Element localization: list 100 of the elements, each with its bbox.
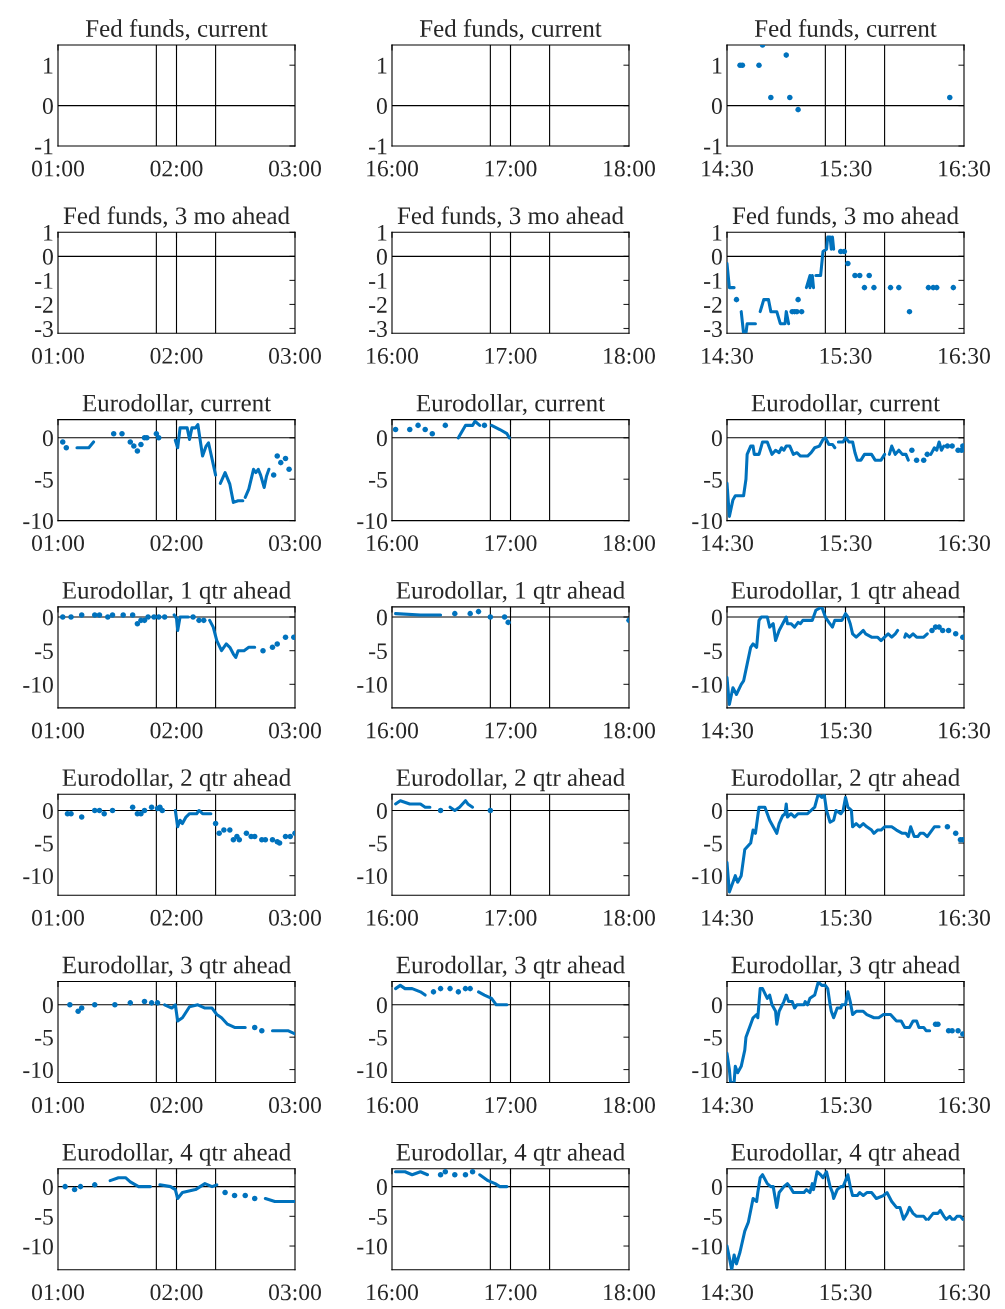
y-tick-label: 0 (376, 802, 387, 819)
y-tick-label: -5 (704, 1029, 722, 1046)
y-tick-label: -5 (35, 1209, 53, 1225)
x-tick-label: 01:00 (32, 1097, 84, 1114)
y-tick-label: -10 (23, 676, 53, 693)
y-tick-label: 1 (44, 224, 53, 241)
y-tick-label: -10 (23, 868, 53, 885)
x-tick-label: 16:00 (367, 909, 418, 926)
y-tick-label: -1 (35, 138, 53, 155)
y-tick-label: -5 (704, 643, 722, 660)
x-tick-label: 17:00 (485, 722, 537, 739)
chart-title: Eurodollar, 1 qtr ahead (396, 581, 625, 604)
x-tick-label: 18:00 (604, 1097, 655, 1114)
x-tick-label: 16:30 (939, 535, 990, 552)
chart-title: Fed funds, current (85, 19, 268, 41)
x-tick-label: 01:00 (32, 535, 84, 552)
y-tick-label: -5 (369, 1029, 387, 1046)
x-tick-label: 16:00 (367, 347, 418, 364)
y-tick-label: -3 (35, 321, 53, 337)
y-tick-label: -10 (692, 676, 722, 693)
y-tick-label: 0 (711, 248, 722, 265)
x-tick-label: 01:00 (32, 722, 84, 739)
x-tick-label: 03:00 (269, 347, 321, 364)
x-tick-label: 15:30 (820, 347, 872, 364)
y-tick-label: -5 (369, 835, 387, 852)
y-tick-label: -5 (369, 471, 387, 488)
y-tick-label: -10 (23, 1062, 53, 1078)
x-tick-label: 02:00 (150, 909, 203, 926)
y-tick-label: 1 (713, 57, 722, 74)
x-tick-label: 14:30 (702, 535, 753, 552)
x-tick-label: 01:00 (32, 160, 84, 177)
x-tick-label: 16:30 (939, 1097, 990, 1114)
x-tick-label: 17:00 (485, 1284, 537, 1301)
x-tick-label: 16:00 (367, 535, 418, 552)
y-tick-label: -5 (369, 1209, 387, 1225)
y-tick-label: -1 (704, 138, 722, 155)
chart-title: Eurodollar, 1 qtr ahead (731, 581, 960, 604)
chart-title: Eurodollar, 2 qtr ahead (396, 768, 625, 792)
x-tick-label: 02:00 (150, 160, 203, 177)
chart-title: Eurodollar, current (751, 393, 940, 416)
y-tick-label: 0 (42, 609, 53, 626)
y-tick-label: 1 (378, 57, 387, 74)
y-tick-label: 0 (42, 98, 53, 115)
y-tick-label: -5 (704, 471, 722, 488)
x-tick-label: 17:00 (485, 160, 537, 177)
x-tick-label: 14:30 (702, 1097, 753, 1114)
y-tick-label: -1 (369, 138, 387, 155)
y-tick-label: 0 (376, 98, 387, 115)
y-tick-label: -10 (692, 868, 722, 885)
x-tick-label: 15:30 (820, 535, 872, 552)
chart-title: Fed funds, current (419, 19, 602, 41)
chart-title: Eurodollar, 2 qtr ahead (62, 768, 291, 792)
y-tick-label: 0 (711, 609, 722, 626)
y-tick-label: -10 (357, 1238, 387, 1255)
y-tick-label: -3 (704, 321, 722, 337)
y-tick-label: -5 (35, 471, 53, 488)
y-tick-label: -5 (704, 1209, 722, 1225)
x-tick-label: 18:00 (604, 909, 655, 926)
y-tick-label: -3 (369, 321, 387, 337)
y-tick-label: 0 (42, 802, 53, 819)
x-tick-label: 15:30 (820, 909, 872, 926)
x-tick-label: 18:00 (604, 1284, 655, 1301)
y-tick-label: -5 (704, 835, 722, 852)
x-tick-label: 17:00 (485, 909, 537, 926)
y-tick-label: 0 (42, 248, 53, 265)
y-tick-label: 0 (376, 1179, 387, 1196)
x-tick-label: 16:00 (367, 1284, 418, 1301)
x-tick-label: 15:30 (820, 160, 872, 177)
y-tick-label: 1 (713, 224, 722, 241)
x-tick-label: 17:00 (485, 535, 537, 552)
y-tick-label: -10 (23, 513, 53, 530)
chart-title: Eurodollar, 3 qtr ahead (731, 955, 960, 979)
x-tick-label: 15:30 (820, 1097, 872, 1114)
y-tick-label: 1 (44, 57, 53, 74)
chart-title: Eurodollar, 1 qtr ahead (62, 581, 291, 604)
chart-title: Fed funds, 3 mo ahead (63, 206, 290, 228)
chart-title: Eurodollar, current (416, 393, 605, 416)
chart-title: Fed funds, 3 mo ahead (397, 206, 624, 228)
y-tick-label: 0 (711, 1179, 722, 1196)
chart-title: Eurodollar, 4 qtr ahead (396, 1143, 625, 1166)
y-tick-label: 1 (378, 224, 387, 241)
x-tick-label: 02:00 (150, 722, 203, 739)
x-tick-label: 16:00 (367, 160, 418, 177)
y-tick-label: -1 (704, 273, 722, 289)
y-tick-label: 0 (42, 997, 53, 1014)
x-tick-label: 17:00 (485, 347, 537, 364)
x-tick-label: 16:30 (939, 160, 990, 177)
x-tick-label: 17:00 (485, 1097, 537, 1114)
x-tick-label: 16:00 (367, 1097, 418, 1114)
chart-title: Fed funds, current (754, 19, 937, 41)
x-tick-label: 18:00 (604, 160, 655, 177)
x-tick-label: 03:00 (269, 535, 321, 552)
chart-title: Eurodollar, 4 qtr ahead (62, 1143, 291, 1166)
y-tick-label: 0 (711, 997, 722, 1014)
x-tick-label: 18:00 (604, 722, 655, 739)
y-tick-label: -5 (35, 643, 53, 660)
y-tick-label: -2 (369, 297, 387, 313)
y-tick-label: -10 (692, 513, 722, 530)
y-tick-label: -5 (35, 1029, 53, 1046)
y-tick-label: -10 (692, 1238, 722, 1255)
